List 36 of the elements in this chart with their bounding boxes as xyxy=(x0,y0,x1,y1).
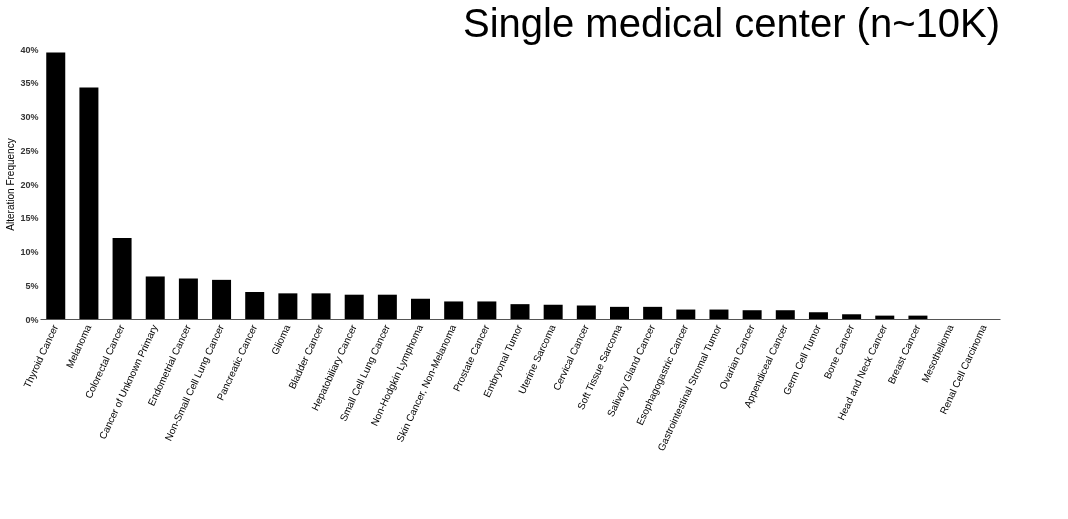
bar xyxy=(643,306,663,319)
bar xyxy=(444,301,464,319)
bar xyxy=(709,309,729,319)
bar xyxy=(510,304,530,319)
bar xyxy=(46,52,66,319)
bar xyxy=(808,312,828,319)
y-tick-label: 35% xyxy=(20,78,39,89)
y-tick-label: 40% xyxy=(20,44,39,55)
bar xyxy=(775,310,795,319)
bar xyxy=(377,294,397,319)
y-axis-title: Alteration Frequency xyxy=(5,138,17,231)
bar xyxy=(178,278,198,319)
bar xyxy=(311,293,331,319)
bar xyxy=(842,314,862,319)
y-tick-label: 10% xyxy=(20,247,39,257)
bar xyxy=(576,305,596,319)
bar xyxy=(543,304,563,319)
bar xyxy=(145,276,165,319)
bar xyxy=(79,87,99,319)
bar xyxy=(344,294,364,319)
y-tick-label: 20% xyxy=(20,179,39,190)
bar xyxy=(245,292,265,319)
bar xyxy=(477,301,497,319)
bar xyxy=(278,293,298,319)
y-tick-label: 15% xyxy=(20,213,39,224)
bar xyxy=(112,238,132,319)
y-tick-label: 0% xyxy=(25,314,39,325)
bar xyxy=(742,310,762,319)
bar xyxy=(676,309,696,319)
y-tick-label: 25% xyxy=(20,145,39,156)
bar xyxy=(609,306,629,319)
chart-title: Single medical center (n~10K) xyxy=(463,1,1000,45)
y-tick-label: 30% xyxy=(20,112,39,122)
bar xyxy=(411,298,431,319)
y-tick-label: 5% xyxy=(25,280,39,291)
bar xyxy=(212,279,232,319)
